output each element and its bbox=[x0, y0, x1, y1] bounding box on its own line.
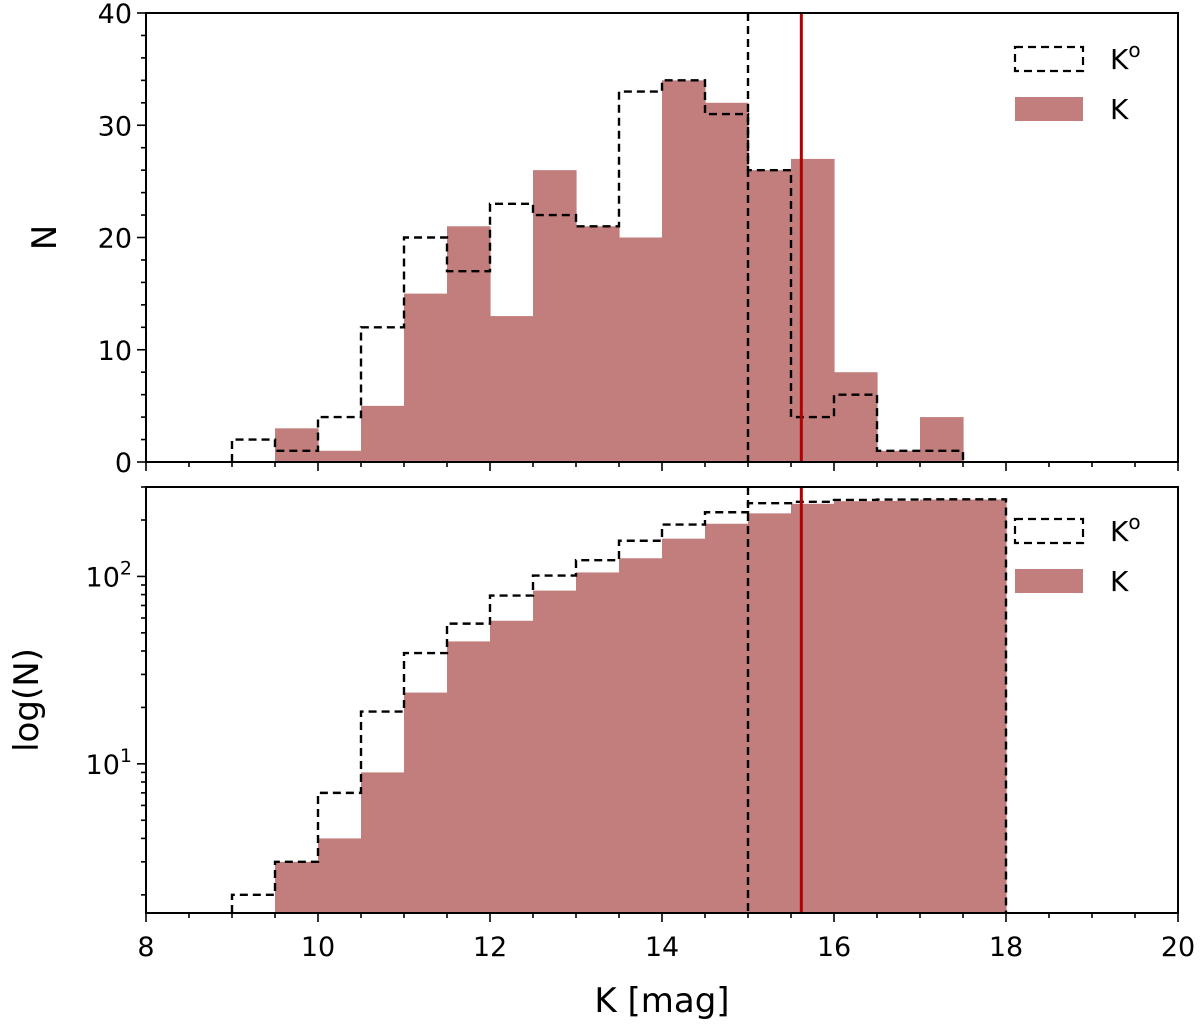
x-tick-label: 18 bbox=[989, 932, 1023, 963]
bar-k bbox=[533, 590, 577, 913]
legend-swatch-k bbox=[1015, 569, 1083, 593]
x-tick-label: 12 bbox=[473, 932, 507, 963]
step-outline-ko bbox=[230, 498, 1008, 913]
bar-k bbox=[447, 226, 491, 462]
bar-k bbox=[275, 861, 319, 913]
legend: Ko K bbox=[1013, 38, 1141, 126]
bar-k bbox=[791, 503, 835, 913]
bar-k bbox=[619, 237, 663, 462]
x-tick-label: 16 bbox=[817, 932, 851, 963]
bar-k bbox=[834, 501, 878, 913]
panel-top: 0 10 20 30 40 N Ko K bbox=[25, 0, 1179, 479]
legend-swatch-ko bbox=[1013, 517, 1085, 545]
bar-k bbox=[361, 405, 405, 462]
bar-k bbox=[533, 170, 577, 462]
y-tick-label: 101 bbox=[86, 745, 132, 781]
bar-k bbox=[748, 513, 792, 913]
bar-k bbox=[619, 558, 663, 913]
legend-swatch-ko bbox=[1013, 45, 1085, 73]
bar-k bbox=[963, 499, 1007, 913]
bar-k bbox=[705, 102, 749, 463]
x-tick-label: 20 bbox=[1161, 932, 1195, 963]
bar-k bbox=[447, 641, 491, 913]
bar-k bbox=[490, 316, 534, 462]
bar-k bbox=[576, 226, 620, 462]
x-tick-label: 14 bbox=[645, 932, 679, 963]
bar-k bbox=[361, 772, 405, 913]
legend-label-ko: Ko bbox=[1110, 510, 1141, 548]
x-tick-label: 8 bbox=[137, 932, 154, 963]
bar-k bbox=[791, 158, 835, 463]
bar-k bbox=[920, 417, 964, 462]
bar-k bbox=[404, 293, 448, 462]
y-tick-label: 0 bbox=[115, 448, 132, 479]
legend-label-k: K bbox=[1110, 565, 1129, 598]
y-axis-label: log(N) bbox=[7, 648, 47, 752]
panel-bottom: 8 10 12 14 16 18 20 101 102 log(N) K [mag] Ko K bbox=[7, 486, 1195, 1021]
bar-k bbox=[877, 500, 921, 913]
y-tick-label: 10 bbox=[98, 336, 132, 367]
bar-k bbox=[920, 499, 964, 913]
bar-k bbox=[318, 838, 362, 913]
bar-k bbox=[275, 428, 319, 462]
bar-k bbox=[576, 572, 620, 913]
y-tick-label: 102 bbox=[86, 557, 132, 593]
bar-k bbox=[318, 450, 362, 462]
bar-k bbox=[705, 523, 749, 913]
bar-k bbox=[877, 450, 921, 462]
bar-k bbox=[748, 170, 792, 462]
x-tick-label: 10 bbox=[301, 932, 335, 963]
legend-swatch-k bbox=[1015, 97, 1083, 121]
bar-k bbox=[662, 80, 706, 462]
y-tick-label: 30 bbox=[98, 111, 132, 142]
bar-k bbox=[404, 692, 448, 913]
bar-k bbox=[490, 620, 534, 913]
bar-k bbox=[834, 372, 878, 462]
y-axis-label: N bbox=[25, 225, 65, 250]
y-tick-label: 20 bbox=[98, 224, 132, 255]
legend: Ko K bbox=[1013, 510, 1141, 598]
x-axis-label: K [mag] bbox=[594, 981, 729, 1021]
step-outline-ko bbox=[230, 79, 965, 462]
legend-label-k: K bbox=[1110, 93, 1129, 126]
bar-k bbox=[662, 538, 706, 913]
y-tick-label: 40 bbox=[98, 0, 132, 30]
legend-label-ko: Ko bbox=[1110, 38, 1141, 76]
